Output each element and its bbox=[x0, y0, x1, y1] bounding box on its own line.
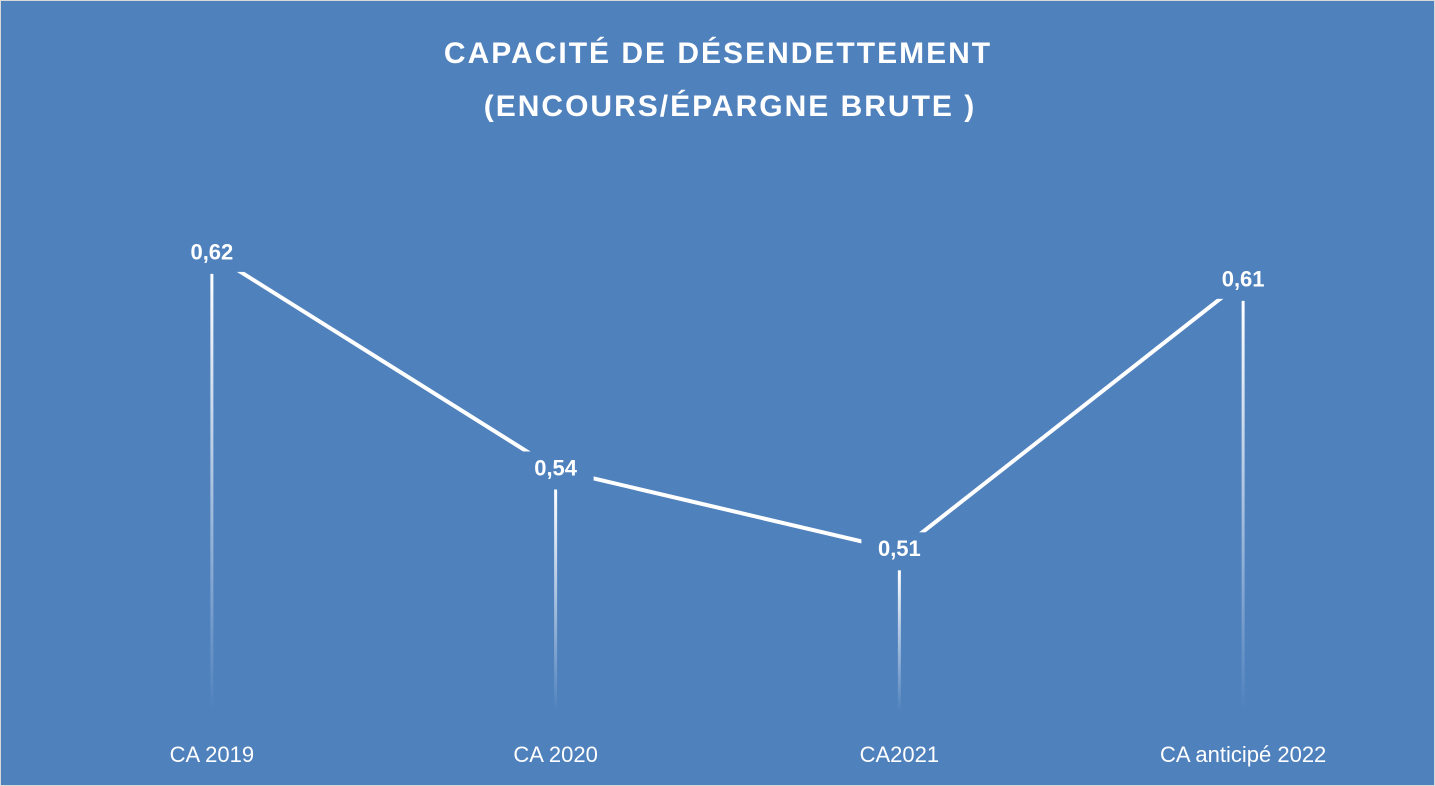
drop-line bbox=[897, 570, 901, 712]
drop-line bbox=[554, 489, 558, 712]
line bbox=[210, 252, 1245, 553]
value-label-bg bbox=[861, 532, 938, 569]
drop-line bbox=[210, 273, 214, 712]
value-label-bg bbox=[1205, 262, 1282, 299]
drop-line bbox=[1241, 300, 1245, 712]
value-label: 0,54 bbox=[534, 455, 578, 480]
value-label-bg bbox=[517, 451, 594, 488]
x-tick-label: CA anticipé 2022 bbox=[1160, 742, 1326, 767]
chart-title: (ENCOURS/ÉPARGNE BRUTE ) bbox=[484, 89, 976, 123]
chart-title: CAPACITÉ DE DÉSENDETTEMENT bbox=[444, 36, 992, 70]
x-tick-label: CA 2019 bbox=[170, 742, 254, 767]
value-label: 0,51 bbox=[878, 536, 921, 561]
x-tick-label: CA 2020 bbox=[513, 742, 597, 767]
x-tick-label: CA2021 bbox=[860, 742, 940, 767]
value-label: 0,61 bbox=[1222, 267, 1265, 292]
value-label-bg bbox=[173, 235, 250, 272]
value-label: 0,62 bbox=[190, 240, 233, 265]
